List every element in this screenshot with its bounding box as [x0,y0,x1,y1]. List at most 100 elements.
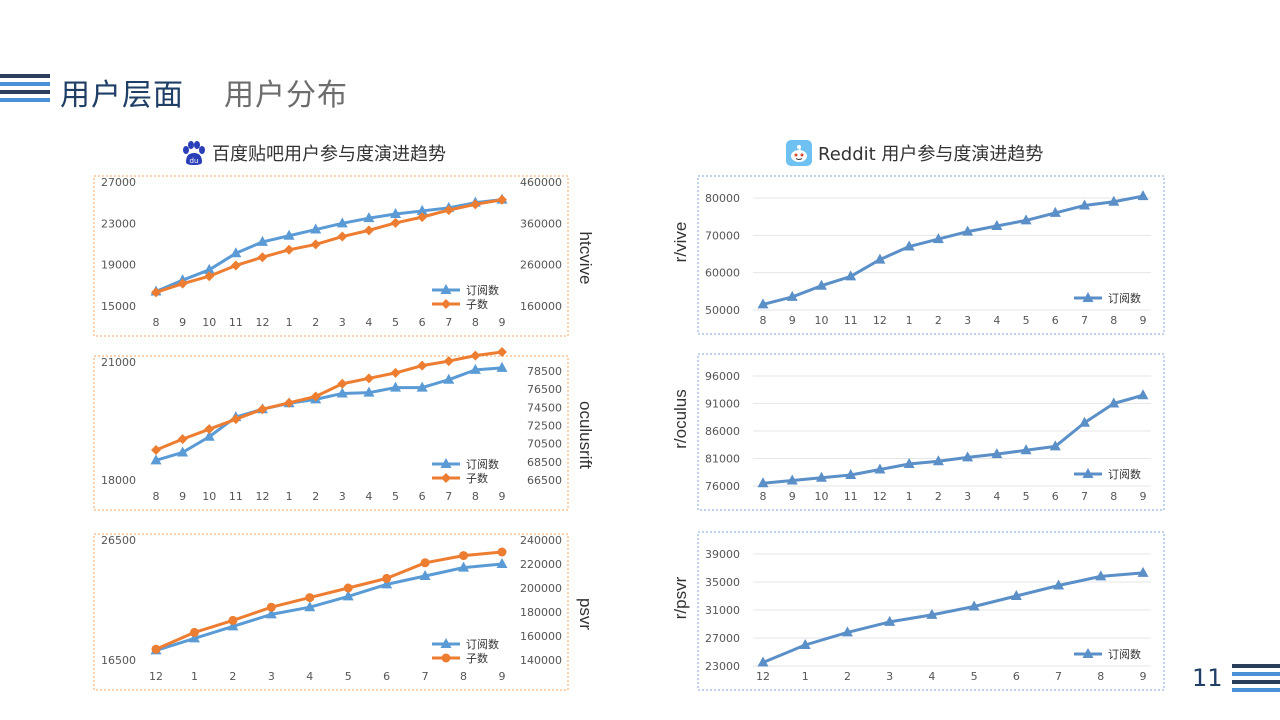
x-tick-label: 3 [339,316,346,329]
x-tick-label: 4 [306,670,313,683]
data-point [363,373,374,384]
y2-tick-label: 240000 [520,534,562,547]
x-tick-label: 2 [229,670,236,683]
chart-frame [93,533,569,691]
x-tick-label: 12 [873,314,887,327]
legend-marker [1082,468,1094,478]
x-tick-label: 12 [756,670,770,683]
x-tick-label: 6 [419,316,426,329]
data-point [204,271,215,282]
x-tick-label: 3 [886,670,893,683]
page-number: 11 [1192,664,1223,692]
footer-stripes-decoration [1232,664,1280,694]
stripe [1232,688,1280,692]
data-point [265,608,277,619]
legend-marker [441,473,451,483]
data-point [177,434,188,445]
x-tick-label: 5 [392,490,399,503]
data-point [416,204,428,215]
data-point [310,223,322,234]
x-tick-label: 4 [928,670,935,683]
x-tick-label: 12 [873,490,887,503]
data-point [227,620,239,631]
y-tick-label: 26500 [101,534,136,547]
chart-frame [697,175,1165,335]
x-tick-label: 1 [906,314,913,327]
x-tick-label: 3 [268,670,275,683]
legend-label: 子数 [466,298,488,311]
x-tick-label: 5 [1023,490,1030,503]
x-tick-label: 9 [789,490,796,503]
data-point [926,608,938,619]
chart-frame [93,355,569,511]
data-point [1079,416,1091,427]
data-point [363,212,375,223]
x-tick-label: 4 [365,490,372,503]
x-tick-label: 4 [993,314,1000,327]
y-tick-label: 39000 [705,548,740,561]
y2-tick-label: 180000 [520,606,562,619]
x-tick-label: 10 [202,490,216,503]
data-point [496,361,508,372]
x-tick-label: 7 [445,316,452,329]
data-point [443,373,455,384]
data-point [1137,190,1149,201]
legend-marker [1082,292,1094,302]
series-side-label: htcvive [576,232,595,285]
baidu-section-title-text: 百度贴吧用户参与度演进趋势 [212,144,446,165]
y-tick-label: 81000 [705,453,740,466]
legend-label: 子数 [466,652,488,665]
data-point [962,225,974,236]
x-tick-label: 2 [935,490,942,503]
x-tick-label: 1 [286,490,293,503]
data-point [150,454,162,465]
data-point [1053,579,1065,590]
x-tick-label: 8 [760,490,767,503]
data-point [188,632,200,643]
series-line [155,350,503,452]
y2-tick-label: 360000 [520,217,562,230]
legend-label: 订阅数 [466,284,499,297]
chart-svg: 1500019000230002700016000026000036000046… [93,175,595,337]
data-point [189,627,199,637]
data-point [1049,440,1061,451]
y2-tick-label: 140000 [520,654,562,667]
x-tick-label: 7 [445,490,452,503]
data-point [310,391,321,402]
data-point [932,233,944,244]
data-point [257,404,268,415]
y-tick-label: 80000 [705,192,740,205]
data-point [991,448,1003,459]
data-point [230,247,242,258]
data-point [991,220,1003,230]
data-point [257,252,268,263]
y-tick-label: 31000 [705,604,740,617]
y-tick-label: 35000 [705,576,740,589]
data-point [1108,195,1120,206]
data-point [284,244,295,255]
data-point [382,573,392,583]
data-point [884,615,896,626]
data-point [470,350,481,361]
data-point [363,386,375,397]
x-tick-label: 10 [814,314,828,327]
legend-label: 子数 [466,472,488,485]
series-side-label: r/oculus [671,389,690,449]
reddit-section-title-text: Reddit 用户参与度演进趋势 [818,144,1044,165]
page-subtitle: 用户分布 [224,78,348,113]
x-tick-label: 9 [499,670,506,683]
data-point [419,570,431,580]
x-tick-label: 8 [1097,670,1104,683]
data-point [304,601,316,612]
y-tick-label: 76000 [705,480,740,493]
data-point [420,558,430,568]
data-point [786,474,798,485]
x-tick-label: 9 [179,490,186,503]
data-point [390,217,401,228]
data-point [284,397,295,408]
data-point [903,458,915,468]
data-point [151,445,161,456]
x-tick-label: 6 [1013,670,1020,683]
y-tick-label: 23000 [705,660,740,673]
x-tick-label: 6 [383,670,390,683]
